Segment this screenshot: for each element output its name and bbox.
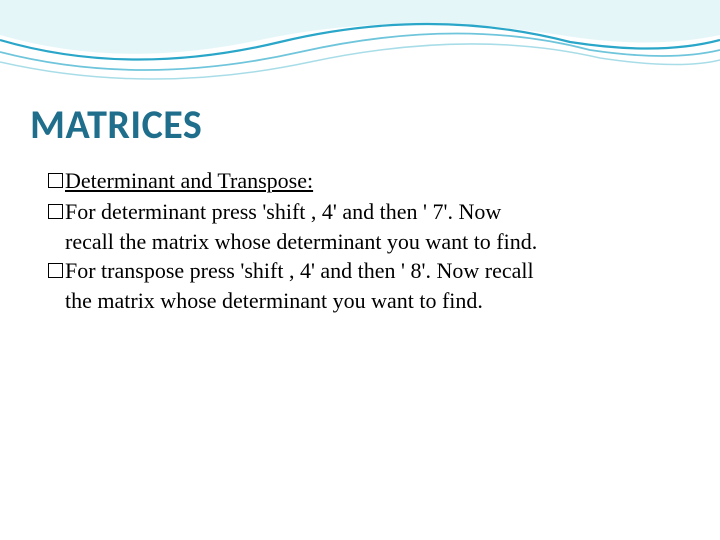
bullet-item: For transpose press 'shift , 4' and then… <box>48 257 690 286</box>
bullet-text: For transpose press 'shift , 4' and then… <box>65 257 534 286</box>
bullet-continuation: the matrix whose determinant you want to… <box>48 287 690 316</box>
slide-title: MATRICES <box>30 100 690 149</box>
bullet-continuation: recall the matrix whose determinant you … <box>48 228 690 257</box>
square-bullet-icon <box>48 204 63 219</box>
square-bullet-icon <box>48 263 63 278</box>
bullet-item: Determinant and Transpose: <box>48 167 690 196</box>
wave-line-2 <box>0 33 720 70</box>
bullet-text: For determinant press 'shift , 4' and th… <box>65 198 501 227</box>
square-bullet-icon <box>48 173 63 188</box>
wave-line-1 <box>0 24 720 60</box>
bullet-item: For determinant press 'shift , 4' and th… <box>48 198 690 227</box>
bullet-list: Determinant and Transpose: For determina… <box>30 167 690 316</box>
wave-line-3 <box>0 44 720 79</box>
slide-content: MATRICES Determinant and Transpose: For … <box>30 100 690 316</box>
bullet-text: Determinant and Transpose: <box>65 167 313 196</box>
wave-fill <box>0 0 720 54</box>
